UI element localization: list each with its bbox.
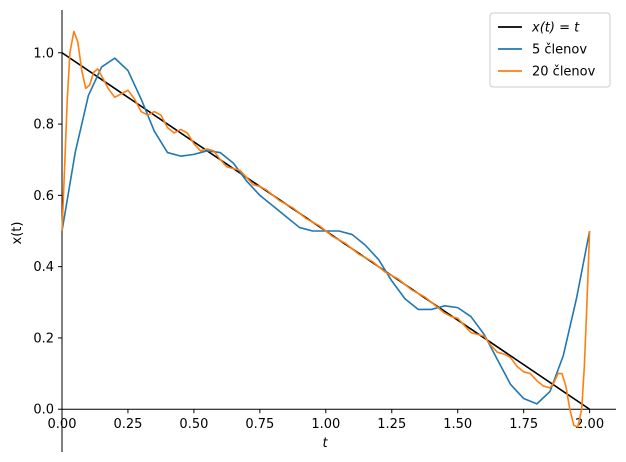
legend-box — [489, 12, 611, 88]
y-tick-label: 0.6 — [33, 189, 54, 204]
x-tick-label: 1.25 — [377, 417, 406, 432]
y-tick-label: 0.8 — [33, 118, 54, 133]
x-tick-label: 1.75 — [509, 417, 538, 432]
y-tick-label: 1.0 — [33, 46, 54, 61]
series-line-2 — [61, 30, 591, 428]
series-lines — [61, 30, 591, 428]
y-tick-label: 0.0 — [33, 403, 54, 418]
legend-label-2: 20 členov — [532, 65, 596, 80]
x-tick-label: 0.50 — [179, 417, 208, 432]
legend-label-1: 5 členov — [532, 43, 587, 58]
x-tick-label: 0.25 — [113, 417, 142, 432]
axes: 0.00 0.25 0.50 0.75 1.00 1.25 1.50 1.75 2.00 0.0 0… — [10, 10, 616, 452]
x-tick-label: 0.00 — [48, 417, 77, 432]
x-tick-label: 1.50 — [443, 417, 472, 432]
y-tick-label: 0.4 — [33, 260, 54, 275]
x-tick-label: 2.00 — [575, 417, 604, 432]
y-axis-label: x(t) — [10, 222, 25, 245]
x-tick-label: 1.00 — [311, 417, 340, 432]
y-tick-label: 0.2 — [33, 331, 54, 346]
x-axis-label: t — [322, 436, 328, 451]
legend: x(t) = t 5 členov 20 členov — [489, 12, 611, 88]
legend-label-0: x(t) = t — [531, 21, 580, 36]
x-tick-label: 0.75 — [245, 417, 274, 432]
